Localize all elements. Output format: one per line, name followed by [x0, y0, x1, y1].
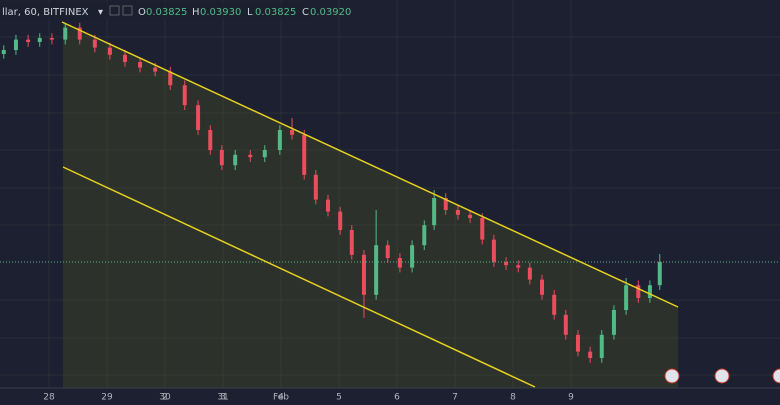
candle-body — [122, 54, 127, 62]
x-tick-label: 5 — [336, 393, 342, 403]
candle-body — [349, 230, 354, 255]
icon[interactable] — [109, 5, 120, 16]
candle-body — [657, 262, 662, 286]
candle-body — [233, 154, 238, 166]
candle-body — [504, 262, 509, 266]
candle-body — [480, 218, 485, 240]
ohlc-label: H — [192, 7, 200, 18]
x-tick-label: 7 — [452, 393, 458, 403]
channel-upper-line — [61, 21, 679, 308]
header-bg — [0, 2, 310, 20]
candle-body — [374, 245, 379, 295]
candle-body — [624, 285, 629, 310]
x-tick-label: 29 — [101, 393, 113, 403]
candles — [0, 22, 780, 363]
ohlc-label: L — [247, 7, 253, 18]
candle-body — [77, 27, 82, 40]
candle-body — [1, 50, 6, 54]
x-tick-label: 30 — [159, 393, 171, 403]
candle-body — [325, 199, 330, 212]
candle-body — [422, 225, 427, 246]
candle-body — [338, 211, 343, 230]
x-tick-label: 28 — [43, 393, 55, 403]
x-tick-label: Feb — [273, 393, 289, 403]
candle-body — [13, 39, 18, 50]
candle-body — [385, 245, 390, 258]
x-tick-label: 3 — [220, 393, 226, 403]
x-tick-label: 4 — [278, 393, 284, 403]
candle-body — [138, 62, 143, 68]
candle-body — [636, 285, 641, 298]
icon[interactable] — [122, 5, 133, 16]
candle-body — [168, 71, 173, 86]
x-tick-label: 8 — [510, 393, 516, 403]
x-tick-label: 31 — [217, 393, 228, 403]
candle-body — [262, 150, 267, 158]
candle-body — [563, 314, 568, 335]
event-icons — [664, 368, 780, 384]
candle-body — [611, 310, 616, 335]
candle-body — [491, 239, 496, 262]
candle-body — [540, 279, 545, 295]
header: llar, 60, BITFINEX ▾ O 0.03825 H 0.03930 L 0.… — [0, 2, 351, 20]
ohlc-label: C — [302, 7, 309, 18]
candle-body — [63, 27, 68, 40]
candle-body — [92, 39, 97, 48]
candle-body — [208, 130, 213, 150]
ohlc-value: 0.03930 — [200, 7, 241, 18]
candle-body — [277, 130, 282, 150]
candle-body — [552, 294, 557, 315]
candle-body — [575, 334, 580, 352]
candle-body — [432, 198, 437, 226]
x-axis-labels: 28 29 30 31 Feb 2 3 4 5 6 7 8 9 — [43, 393, 574, 403]
candle-body — [443, 198, 448, 210]
channel-lower-line — [62, 166, 536, 388]
x-axis-strip — [0, 388, 780, 405]
candle-body — [455, 210, 460, 215]
candle-body — [196, 105, 201, 130]
ohlc-value: 0.03825 — [255, 7, 296, 18]
candle-body — [647, 285, 652, 298]
candle-body — [516, 265, 521, 268]
symbol: llar, 60, BITFINEX — [2, 7, 89, 18]
candle-body — [410, 245, 415, 268]
candle-body — [302, 134, 307, 175]
candle-body — [397, 258, 402, 268]
channel-fill — [63, 22, 678, 388]
candle-body — [37, 38, 42, 42]
dropdown-arrow[interactable]: ▾ — [98, 7, 103, 18]
x-tick-label: 2 — [162, 393, 168, 403]
candle-body — [219, 150, 224, 166]
candle-body — [248, 154, 253, 158]
ohlc-value: 0.03825 — [146, 7, 187, 18]
candle-body — [599, 334, 604, 358]
candle-body — [26, 39, 31, 42]
candle-body — [107, 47, 112, 55]
candle-body — [527, 267, 532, 280]
x-tick-label: 9 — [568, 393, 574, 403]
candle-body — [361, 254, 366, 295]
candle-body — [49, 38, 54, 40]
candle-body — [313, 174, 318, 200]
candle-body — [182, 85, 187, 106]
ohlc-label: O — [138, 7, 146, 18]
candle-body — [468, 214, 473, 218]
x-tick-label: 6 — [394, 393, 400, 403]
candle-body — [290, 130, 295, 135]
candle-body — [153, 67, 158, 72]
candle-body — [588, 351, 593, 358]
ohlc-value: 0.03920 — [310, 7, 351, 18]
